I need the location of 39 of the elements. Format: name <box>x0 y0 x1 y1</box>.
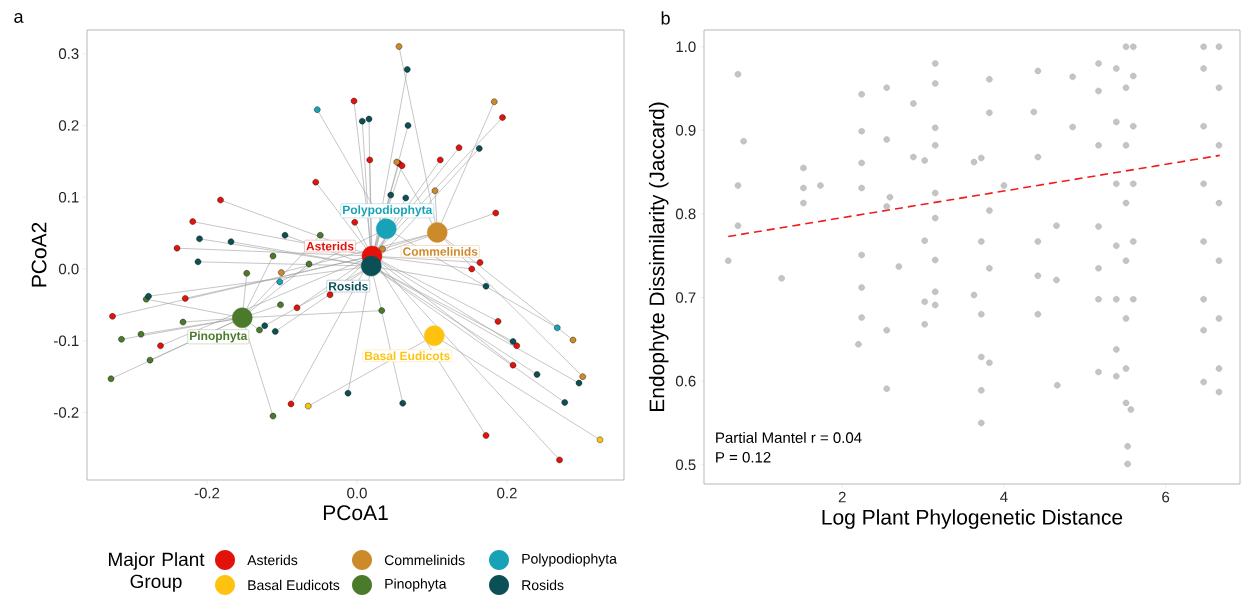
y-tick-label: 0.5 <box>675 459 696 471</box>
chart-title: a <box>14 13 24 23</box>
y-tick-label: 0.7 <box>675 292 696 303</box>
x-tick-label: 0.2 <box>497 487 517 499</box>
y-tick-label: 1.0 <box>676 41 696 53</box>
y-axis-title: Endophyte Dissimilarity (Jaccard) <box>648 102 669 412</box>
legend-label: Asterids <box>247 554 298 566</box>
y-tick-label: 0.2 <box>58 120 79 131</box>
annotation: Basal Eudicots <box>365 351 450 361</box>
x-tick-label: 2 <box>838 491 846 503</box>
annotation: Commelinids <box>403 246 478 256</box>
legend-label: Polypodiophyta <box>522 553 617 567</box>
legend-label: Commelinids <box>384 554 465 566</box>
y-tick-label: 0.3 <box>58 48 79 59</box>
annotation: Rosids <box>329 281 368 291</box>
legend-label: Rosids <box>522 579 564 591</box>
legend-title: Major Plant Group <box>108 552 205 592</box>
x-tick-label: -0.2 <box>194 487 220 499</box>
y-tick-label: -0.2 <box>54 407 79 418</box>
y-tick-label: 0.0 <box>58 263 79 275</box>
y-tick-label: 0.9 <box>675 125 696 136</box>
legend-label: Basal Eudicots <box>248 579 340 591</box>
x-tick-label: 4 <box>1000 491 1008 503</box>
y-tick-label: 0.6 <box>675 375 696 387</box>
chart-title: b <box>661 11 670 25</box>
y-axis-title: PCoA2 <box>31 222 47 287</box>
annotation: Partial Mantel r = 0.04 <box>716 431 862 443</box>
x-tick-label: 0.0 <box>347 487 367 499</box>
x-axis-title: Log Plant Phylogenetic Distance <box>822 509 1123 529</box>
y-tick-label: -0.1 <box>54 335 79 347</box>
annotation: P = 0.12 <box>716 451 771 463</box>
legend-label: Pinophyta <box>385 578 447 592</box>
x-tick-label: 6 <box>1162 491 1170 503</box>
annotation: Polypodiophyta <box>343 205 433 217</box>
annotation: Asterids <box>306 241 354 251</box>
y-tick-label: 0.1 <box>58 191 79 203</box>
y-tick-label: 0.8 <box>675 208 696 220</box>
annotation: Pinophyta <box>190 331 248 343</box>
x-axis-title: PCoA1 <box>323 505 388 521</box>
